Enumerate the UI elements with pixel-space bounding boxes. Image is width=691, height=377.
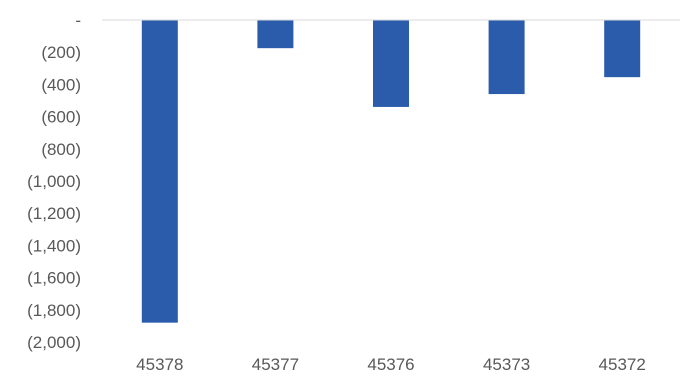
- y-tick-label: (1,200): [27, 204, 81, 223]
- y-tick-label: (400): [41, 75, 81, 94]
- y-tick-label: (1,400): [27, 236, 81, 255]
- y-axis-tick-labels: - (200) (400) (600) (800) (1,000) (1,200) (1,40…: [27, 11, 81, 352]
- bar-45376: [373, 20, 409, 107]
- bars: [141, 20, 641, 323]
- x-axis-category-labels: 45378 45377 45376 45373 45372: [136, 355, 646, 374]
- x-category-label: 45372: [599, 355, 646, 374]
- x-category-label: 45378: [136, 355, 183, 374]
- y-tick-label: (1,600): [27, 269, 81, 288]
- y-tick-label: (800): [41, 140, 81, 159]
- y-tick-label: (200): [41, 43, 81, 62]
- x-category-label: 45373: [483, 355, 530, 374]
- bar-45373: [488, 20, 525, 95]
- y-tick-label: (1,800): [27, 301, 81, 320]
- bar-45378: [141, 20, 178, 323]
- x-category-label: 45377: [252, 355, 299, 374]
- y-tick-label: (1,000): [27, 172, 81, 191]
- y-tick-label: -: [75, 11, 81, 30]
- bar-45372: [604, 20, 641, 78]
- y-tick-label: (2,000): [27, 333, 81, 352]
- x-category-label: 45376: [367, 355, 414, 374]
- bar-45377: [257, 20, 294, 49]
- y-tick-label: (600): [41, 108, 81, 127]
